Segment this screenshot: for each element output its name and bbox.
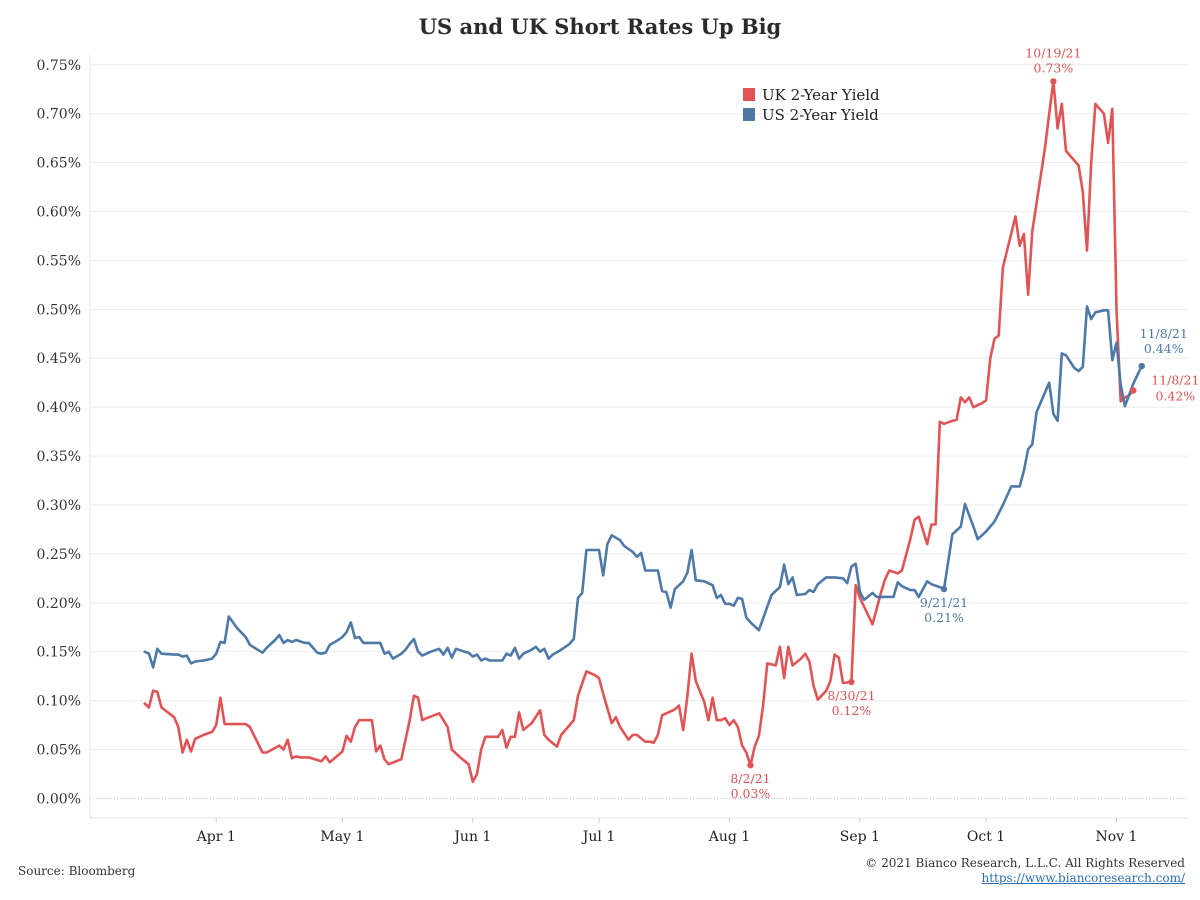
x-tick-label: Nov 1	[1096, 829, 1138, 845]
x-tick-label: Jun 1	[452, 829, 491, 845]
annotation-date: 11/8/21	[1140, 326, 1188, 341]
annotation-value: 0.42%	[1155, 389, 1195, 404]
uk-yield-line	[143, 80, 1135, 784]
x-tick-label: Sep 1	[840, 829, 880, 845]
copyright-block: © 2021 Bianco Research, L.L.C. All Right…	[865, 856, 1185, 886]
y-tick-label: 0.40%	[37, 400, 81, 416]
y-tick-label: 0.65%	[37, 156, 81, 172]
us-yield-line	[143, 305, 1143, 669]
legend: UK 2-Year Yield US 2-Year Yield	[743, 86, 880, 124]
y-tick-label: 0.50%	[37, 302, 81, 318]
annotation-value: 0.73%	[1034, 60, 1074, 75]
annotation-marker	[1130, 387, 1137, 394]
annotation-value: 0.44%	[1144, 341, 1184, 356]
annotation-marker	[940, 585, 948, 593]
source-note: Source: Bloomberg	[18, 864, 136, 878]
annotation-date: 11/8/21	[1151, 373, 1199, 388]
x-tick-label: Jul 1	[581, 829, 615, 845]
annotation-marker	[1138, 362, 1145, 370]
annotation-value: 0.21%	[924, 610, 964, 625]
y-tick-label: 0.75%	[37, 58, 81, 74]
y-tick-label: 0.25%	[37, 547, 81, 563]
y-tick-label: 0.35%	[37, 449, 81, 465]
annotation-marker	[1050, 78, 1057, 85]
legend-label: US 2-Year Yield	[762, 106, 879, 124]
annotation-value: 0.03%	[731, 786, 771, 801]
grid-lines	[90, 64, 1188, 799]
x-tick-label: Aug 1	[708, 829, 750, 845]
series-lines	[143, 80, 1143, 784]
x-tick-label: Oct 1	[967, 829, 1005, 845]
annotation-date: 8/30/21	[827, 688, 875, 703]
annotation-value: 0.12%	[832, 703, 872, 718]
legend-swatch	[743, 88, 755, 101]
axes: 0.00% 0.05% 0.10% 0.15% 0.20% 0.25% 0.30% 0.35%…	[37, 55, 1188, 845]
y-tick-label: 0.20%	[37, 596, 81, 612]
annotation-date: 8/2/21	[730, 771, 770, 786]
y-tick-label: 0.45%	[37, 351, 81, 367]
x-tick-label: May 1	[320, 829, 364, 845]
legend-swatch	[743, 108, 755, 121]
y-tick-label: 0.70%	[37, 107, 81, 123]
y-tick-label: 0.05%	[37, 743, 81, 759]
y-tick-label: 0.60%	[37, 205, 81, 221]
legend-label: UK 2-Year Yield	[762, 86, 880, 104]
chart-title: US and UK Short Rates Up Big	[418, 14, 782, 39]
y-tick-label: 0.15%	[37, 645, 81, 661]
y-tick-label: 0.00%	[37, 791, 81, 807]
annotation-marker	[848, 678, 855, 686]
annotation-marker	[747, 761, 754, 769]
annotations: 10/19/210.73% 8/2/210.03% 8/30/210.12% 11/8…	[730, 45, 1199, 801]
website-link[interactable]: https://www.biancoresearch.com/	[981, 871, 1185, 885]
annotation-date: 9/21/21	[920, 595, 968, 610]
copyright-text: © 2021 Bianco Research, L.L.C. All Right…	[865, 856, 1185, 870]
annotation-date: 10/19/21	[1025, 45, 1081, 60]
y-tick-label: 0.10%	[37, 694, 81, 710]
y-tick-label: 0.30%	[37, 498, 81, 514]
x-tick-label: Apr 1	[196, 829, 236, 845]
y-tick-label: 0.55%	[37, 253, 81, 269]
